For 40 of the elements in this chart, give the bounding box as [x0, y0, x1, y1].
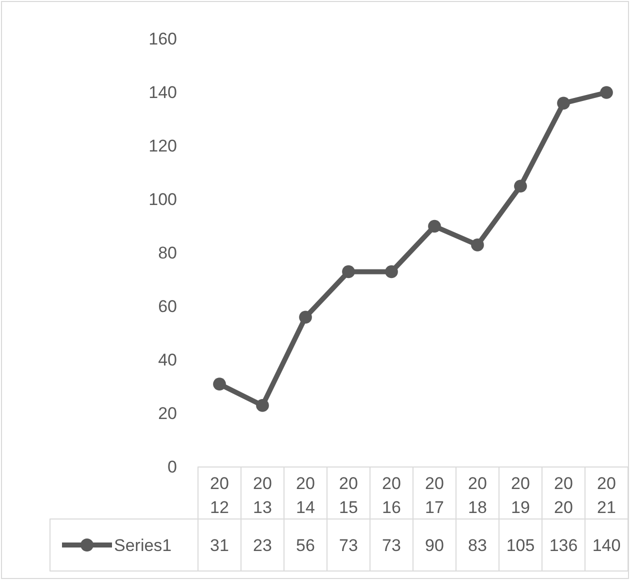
data-label: 83: [468, 536, 487, 555]
y-tick-label: 0: [168, 457, 177, 476]
y-tick-label: 120: [148, 136, 177, 156]
x-tick-label: 2013: [253, 474, 272, 517]
x-tick-label: 2014: [296, 474, 315, 517]
x-tick-label: 2019: [511, 474, 530, 517]
data-label: 105: [506, 536, 535, 555]
point: [428, 220, 441, 233]
point: [385, 265, 398, 278]
y-tick-label: 80: [158, 243, 177, 262]
data-label: 90: [425, 536, 444, 555]
y-tick-label: 40: [158, 350, 177, 370]
data-label: 23: [253, 536, 272, 555]
data-label: 31: [210, 536, 229, 555]
y-tick-label: 160: [148, 29, 177, 48]
x-tick-label: 2021: [597, 474, 616, 517]
legend-label: Series1: [114, 536, 172, 555]
x-tick-label: 2020: [554, 474, 573, 517]
point: [471, 238, 484, 252]
data-label: 140: [592, 536, 621, 555]
point: [600, 86, 613, 99]
data-label: 73: [382, 536, 401, 555]
x-tick-label: 2016: [382, 474, 401, 517]
x-tick-label: 2012: [210, 474, 229, 517]
y-tick-label: 140: [148, 82, 177, 102]
y-tick-label: 60: [158, 296, 177, 316]
point: [256, 399, 269, 412]
y-tick-label: 100: [148, 190, 177, 209]
y-tick-label: 20: [158, 404, 177, 423]
point: [299, 310, 312, 324]
point: [213, 378, 226, 390]
point: [557, 96, 570, 110]
data-label: 73: [339, 536, 358, 555]
point: [514, 180, 527, 193]
point: [342, 265, 355, 278]
data-label: 56: [296, 536, 315, 555]
x-tick-label: 2017: [425, 474, 444, 517]
data-label: 136: [549, 536, 578, 555]
x-tick-label: 2015: [339, 474, 358, 517]
x-tick-label: 2018: [468, 474, 487, 517]
